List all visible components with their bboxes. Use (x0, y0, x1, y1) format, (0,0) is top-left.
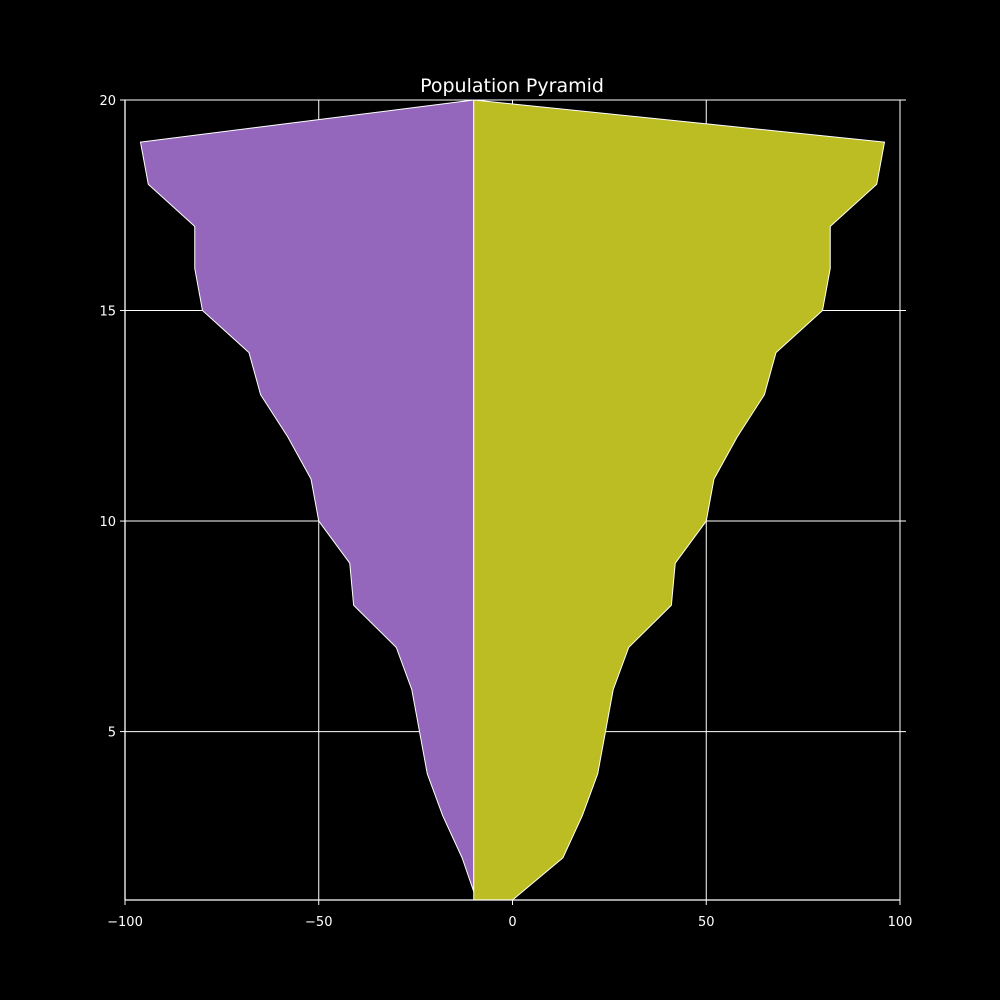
y-tick-label: 20 (99, 94, 116, 109)
x-tick-label: 100 (888, 915, 913, 930)
x-tick-label: −100 (107, 915, 143, 930)
x-tick-label: 0 (508, 915, 516, 930)
series-area-2 (473, 99, 885, 901)
chart-title: Population Pyramid (420, 75, 604, 97)
axes: −100 −50 0 50 100 5 10 15 20 (99, 94, 912, 930)
series-area-1 (140, 99, 475, 893)
y-tick-label: 5 (108, 726, 116, 741)
x-tick-label: −50 (305, 915, 332, 930)
x-tick-label: 50 (698, 915, 715, 930)
series-areas (140, 99, 885, 901)
y-tick-label: 10 (99, 515, 116, 530)
y-tick-label: 15 (99, 305, 116, 320)
